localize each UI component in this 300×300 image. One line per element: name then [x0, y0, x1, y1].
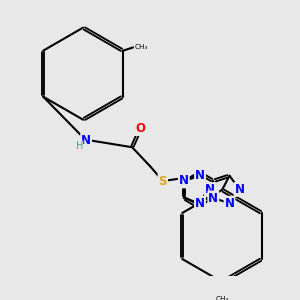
Text: CH₃: CH₃ — [134, 44, 148, 50]
Text: N: N — [235, 183, 244, 196]
Text: CH₃: CH₃ — [215, 296, 229, 300]
Text: N: N — [179, 175, 189, 188]
Text: N: N — [195, 169, 205, 182]
Text: N: N — [81, 134, 91, 147]
Text: N: N — [205, 183, 215, 196]
Text: N: N — [224, 197, 235, 210]
Text: N: N — [208, 191, 218, 205]
Text: S: S — [158, 175, 167, 188]
Text: O: O — [135, 122, 145, 135]
Text: H: H — [76, 141, 83, 151]
Text: N: N — [195, 197, 205, 210]
